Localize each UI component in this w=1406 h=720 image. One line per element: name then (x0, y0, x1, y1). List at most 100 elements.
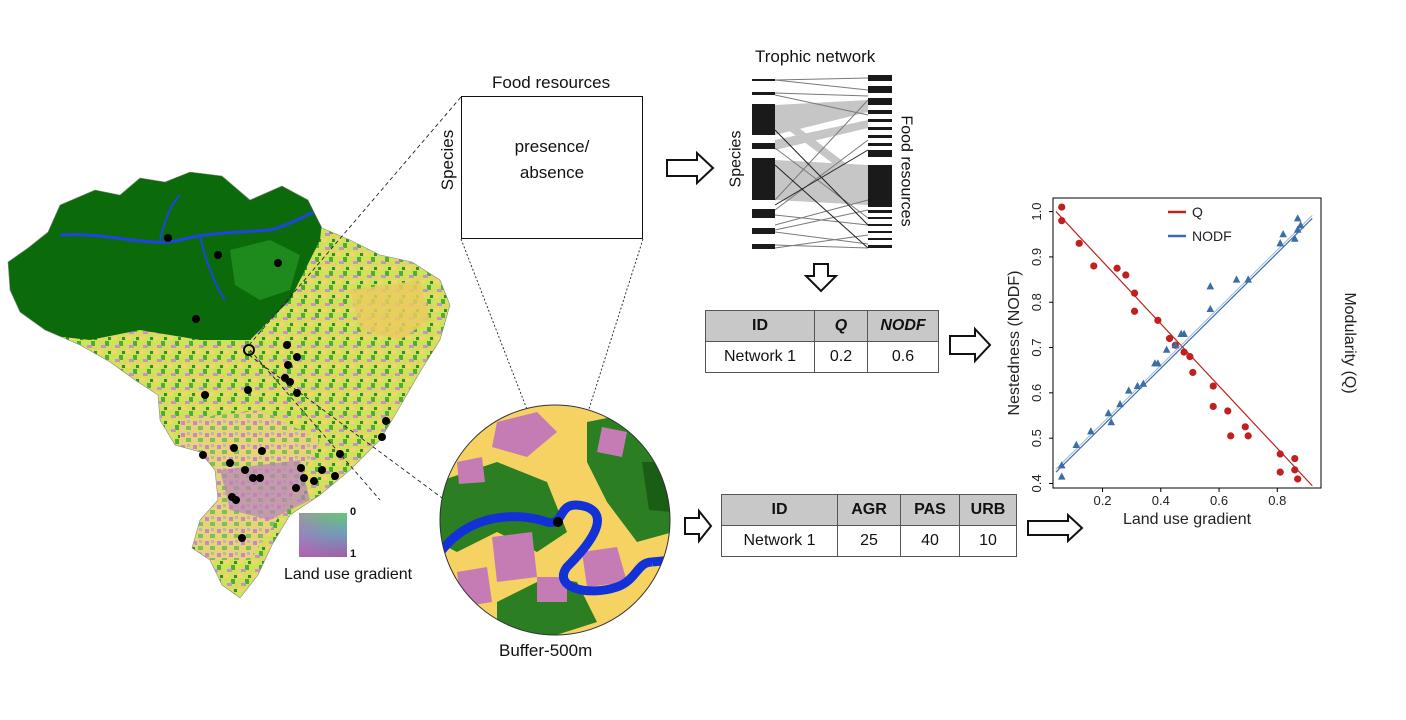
data-point (1057, 461, 1066, 469)
data-point (1291, 466, 1299, 474)
table-header: NODF (867, 310, 939, 342)
data-point (1165, 334, 1174, 343)
table-header: ID (721, 494, 838, 526)
arrow-down-icon (803, 263, 839, 293)
data-point (1206, 282, 1215, 290)
data-point (1293, 214, 1302, 222)
arrow-right-icon (684, 508, 713, 544)
legend-label: Q (1192, 204, 1203, 220)
data-point (1122, 271, 1130, 279)
table-cell: Network 1 (705, 341, 815, 373)
scatter-chart: 0.2 0.4 0.6 0.8 0.4 0.5 0.6 0.7 0.8 0.9 1.0 Q NODF La… (1006, 197, 1358, 528)
data-point (1276, 450, 1284, 458)
y-tick-label: 0.8 (1029, 293, 1044, 311)
data-point (1130, 289, 1139, 297)
table-header: PAS (900, 494, 960, 526)
legend-top-value: 0 (350, 506, 357, 518)
table-cell: 0.6 (867, 341, 939, 373)
site-point (553, 517, 563, 527)
data-point (1244, 275, 1252, 283)
arrow-right-icon (1027, 512, 1084, 544)
data-point (1294, 475, 1302, 483)
data-point (1180, 348, 1188, 356)
x-axis-label: Land use gradient (1123, 511, 1252, 528)
data-point (1087, 427, 1095, 435)
landuse-table: ID AGR PAS URB Network 1 25 40 10 (721, 494, 1017, 557)
data-point (1209, 402, 1217, 411)
y-tick-label: 0.9 (1029, 248, 1044, 266)
data-point (1232, 275, 1241, 283)
data-point (1133, 381, 1142, 390)
buffer-label: Buffer-500m (499, 641, 593, 660)
matrix-box: presence/ absence (461, 96, 643, 239)
data-point (1058, 217, 1066, 225)
legend-bottom-value: 1 (350, 548, 357, 560)
arrow-right-icon (949, 326, 992, 364)
x-tick-label: 0.4 (1152, 493, 1170, 508)
data-point (1180, 329, 1188, 337)
data-point (1072, 440, 1081, 448)
matrix-top-label: Food resources (492, 73, 611, 92)
data-point (1296, 220, 1305, 229)
data-point (1058, 203, 1066, 211)
trend-line (1055, 217, 1313, 473)
data-point (1057, 472, 1066, 480)
buffer-circle (439, 404, 671, 636)
bipartite-network (752, 75, 892, 249)
y-tick-label: 0.4 (1029, 474, 1044, 492)
y-axis-label-right: Modularity (Q) (1341, 292, 1358, 393)
y-tick-label: 0.7 (1029, 338, 1044, 356)
data-point (1124, 386, 1133, 394)
network-metrics-table: ID Q NODF Network 1 0.2 0.6 (705, 310, 939, 373)
trend-line-ci (1055, 215, 1313, 470)
y-tick-label: 0.5 (1029, 429, 1044, 447)
data-point (1290, 234, 1299, 242)
map-legend-caption: Land use gradient (284, 566, 413, 583)
table-header: AGR (837, 494, 901, 526)
data-point (1130, 307, 1139, 315)
table-header: ID (705, 310, 815, 342)
table-cell: 10 (959, 525, 1017, 557)
table-cell: 0.2 (814, 341, 868, 373)
y-axis-label: Nestedness (NODF) (1006, 271, 1023, 416)
land-use-map (7, 171, 451, 599)
data-point (1244, 432, 1252, 440)
y-tick-label: 1.0 (1029, 203, 1044, 221)
data-point (1276, 468, 1284, 476)
data-point (1171, 341, 1180, 349)
table-cell: 40 (900, 525, 960, 557)
data-point (1293, 225, 1302, 233)
x-tick-label: 0.2 (1093, 493, 1111, 508)
data-point (1116, 399, 1124, 408)
data-point (1279, 230, 1287, 238)
data-point (1154, 316, 1162, 324)
data-point (1227, 432, 1235, 440)
table-cell: Network 1 (721, 525, 838, 557)
data-point (1224, 407, 1232, 415)
data-point (1209, 382, 1217, 390)
network-title: Trophic network (755, 47, 876, 66)
data-point (1162, 345, 1171, 353)
table-cell: 25 (837, 525, 901, 557)
arrow-right-icon (666, 150, 715, 186)
plot-frame (1052, 197, 1322, 489)
data-point (1276, 239, 1285, 247)
y-tick-label: 0.6 (1029, 384, 1044, 402)
data-point (1189, 368, 1197, 377)
data-point (1154, 359, 1162, 367)
data-point (1075, 239, 1083, 247)
x-tick-label: 0.6 (1210, 493, 1228, 508)
legend-label: NODF (1192, 228, 1232, 244)
data-point (1107, 418, 1116, 426)
data-point (1090, 262, 1098, 270)
data-point (1139, 379, 1148, 387)
table-header: URB (959, 494, 1017, 526)
matrix-text-line2: absence (519, 163, 585, 182)
data-point (1104, 409, 1113, 417)
data-point (1291, 454, 1299, 463)
data-point (1113, 264, 1121, 272)
x-tick-label: 0.8 (1268, 493, 1286, 508)
data-point (1241, 423, 1249, 431)
